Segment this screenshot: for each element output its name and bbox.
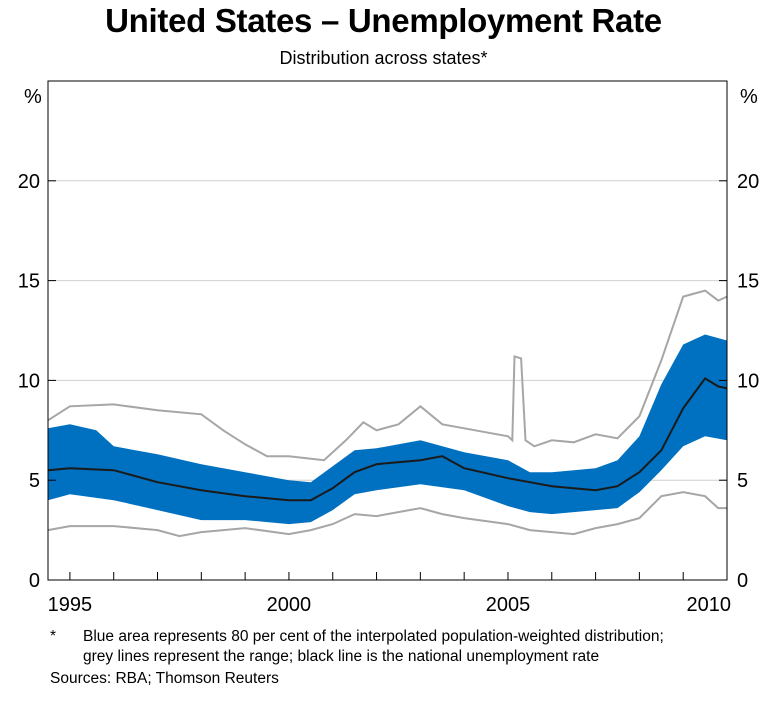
footnote-marker: * bbox=[50, 628, 57, 645]
x-tick-label: 2000 bbox=[267, 594, 312, 616]
sources-note: Sources: RBA; Thomson Reuters bbox=[50, 670, 279, 687]
y-tick-label-right: 5 bbox=[737, 470, 748, 492]
y-tick-label-left: 20 bbox=[18, 171, 40, 193]
national-rate-line bbox=[47, 377, 728, 502]
y-tick-label-right: 20 bbox=[737, 171, 759, 193]
footnote-text: Blue area represents 80 per cent of the … bbox=[83, 628, 664, 665]
y-tick-label-right: 0 bbox=[737, 570, 748, 592]
footnotes: * Blue area represents 80 per cent of th… bbox=[50, 627, 750, 689]
x-tick-label: 1995 bbox=[48, 594, 93, 616]
range-min-line bbox=[47, 491, 727, 538]
chart-subtitle: Distribution across states* bbox=[279, 48, 488, 68]
y-tick-label-left: 0 bbox=[29, 570, 40, 592]
gridlines bbox=[48, 180, 727, 481]
y-tick-label-left: 10 bbox=[18, 370, 40, 392]
y-unit-left: % bbox=[24, 86, 42, 108]
axes: 0 0 5 5 10 10 15 15 20 20 1995 2000 2005 2010 bbox=[18, 171, 760, 616]
x-tick-label: 2005 bbox=[486, 594, 531, 616]
y-tick-label-left: 5 bbox=[29, 470, 40, 492]
x-tick-label: 2010 bbox=[687, 594, 732, 616]
chart-title: United States – Unemployment Rate bbox=[105, 2, 662, 39]
range-max-line bbox=[47, 289, 728, 462]
y-tick-label-right: 15 bbox=[737, 271, 759, 293]
y-unit-right: % bbox=[740, 86, 758, 108]
distribution-band bbox=[48, 334, 727, 525]
data-layer bbox=[47, 289, 728, 538]
y-tick-label-right: 10 bbox=[737, 370, 759, 392]
plot-frame bbox=[47, 80, 728, 581]
y-tick-label-left: 15 bbox=[18, 271, 40, 293]
